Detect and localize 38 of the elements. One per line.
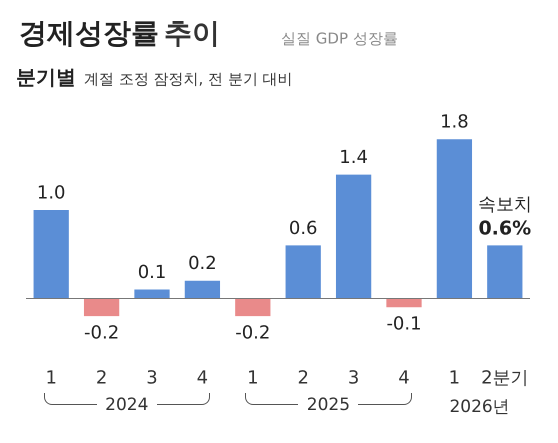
bar: [84, 298, 120, 316]
bar: [235, 298, 270, 316]
bar: [436, 139, 472, 298]
data-label: -0.2: [235, 322, 270, 344]
x-tick-label: 1: [448, 368, 460, 388]
data-label: 1.0: [36, 182, 66, 204]
annotation: 속보치: [478, 194, 532, 215]
bar: [286, 245, 321, 298]
x-tick-label: 1: [45, 368, 57, 388]
chart-title: 경제성장률 추이: [19, 16, 220, 50]
x-tick-label: 2: [297, 368, 309, 388]
x-tick-label: 1: [247, 368, 259, 388]
data-label: 0.2: [188, 253, 217, 274]
data-label: 0.6: [288, 218, 318, 239]
x-tick-label: 4: [196, 368, 208, 388]
data-label: -0.1: [386, 314, 422, 335]
data-label: -0.2: [84, 322, 120, 344]
x-tick-label: 3: [146, 368, 158, 388]
data-label: 0.1: [138, 262, 166, 284]
x-tick-label: 2: [96, 368, 108, 388]
data-label: 1.4: [339, 147, 368, 168]
x-tick-label: 4: [398, 368, 410, 388]
text: 2026년: [448, 396, 511, 418]
x-tick-label: 2분기: [481, 368, 529, 388]
bar: [336, 174, 372, 298]
bar: [134, 290, 170, 298]
bar: [184, 280, 220, 298]
data-label: 0.6%: [478, 217, 532, 240]
text: 계절 조정 잠정치, 전 분기 대비: [84, 70, 293, 89]
bar: [386, 298, 422, 308]
data-label: 1.8: [440, 112, 469, 133]
text: 분기별: [16, 64, 76, 91]
chart-subtitle: 실질 GDP 성장률: [281, 30, 398, 48]
x-tick-label: 3: [348, 368, 360, 388]
bar: [487, 245, 522, 298]
bar: [34, 210, 69, 298]
text: 2025: [298, 395, 358, 415]
text: 2024: [96, 395, 157, 415]
